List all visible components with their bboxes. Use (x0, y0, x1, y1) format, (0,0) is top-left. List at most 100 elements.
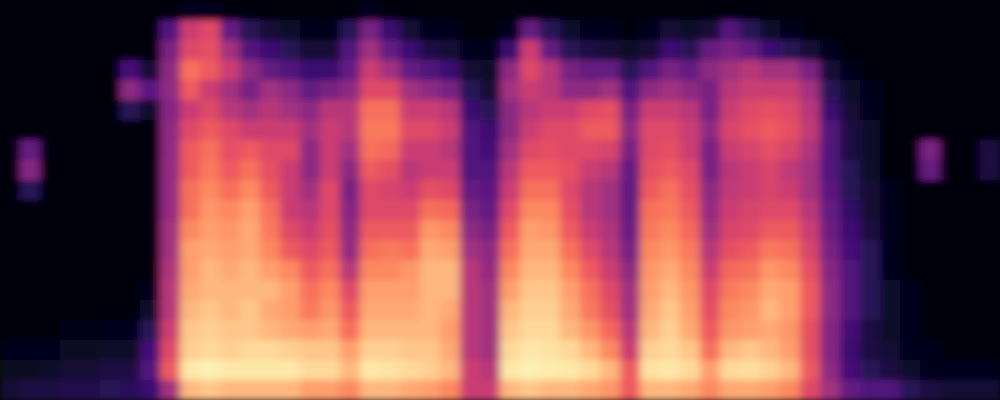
heatmap-cell (100, 40, 121, 61)
heatmap-cell (680, 220, 701, 241)
heatmap-cell (860, 40, 881, 61)
heatmap-cell (320, 200, 341, 221)
heatmap-cell (0, 220, 21, 241)
heatmap-cell (740, 60, 761, 81)
heatmap-cell (700, 280, 721, 301)
heatmap-cell (260, 340, 281, 361)
heatmap-cell (100, 200, 121, 221)
heatmap-cell (320, 380, 341, 400)
heatmap-cell (120, 20, 141, 41)
heatmap-cell (140, 380, 161, 400)
heatmap-cell (100, 380, 121, 400)
heatmap-cell (0, 100, 21, 121)
heatmap-cell (360, 80, 381, 101)
heatmap-cell (840, 340, 861, 361)
heatmap-cell (700, 320, 721, 341)
heatmap-cell (240, 180, 261, 201)
heatmap-cell (460, 80, 481, 101)
heatmap-cell (440, 140, 461, 161)
heatmap-cell (40, 200, 61, 221)
heatmap-cell (420, 300, 441, 321)
heatmap-cell (440, 320, 461, 341)
heatmap-cell (300, 40, 321, 61)
heatmap-cell (860, 140, 881, 161)
heatmap-cell (520, 80, 541, 101)
heatmap-cell (60, 180, 81, 201)
heatmap-cell (240, 260, 261, 281)
heatmap-cell (440, 180, 461, 201)
heatmap-cell (340, 160, 361, 181)
heatmap-cell (960, 0, 981, 21)
heatmap-cell (40, 280, 61, 301)
heatmap-cell (180, 320, 201, 341)
heatmap-cell (400, 260, 421, 281)
heatmap-cell (620, 80, 641, 101)
heatmap-cell (100, 60, 121, 81)
heatmap-cell (260, 380, 281, 400)
heatmap-cell (120, 300, 141, 321)
heatmap-cell (40, 320, 61, 341)
heatmap-cell (900, 260, 921, 281)
heatmap-cell (360, 380, 381, 400)
heatmap-cell (620, 300, 641, 321)
heatmap-cell (560, 120, 581, 141)
heatmap-cell (300, 300, 321, 321)
heatmap-cell (680, 380, 701, 400)
heatmap-cell (980, 100, 1000, 121)
heatmap-cell (800, 320, 821, 341)
heatmap-cell (560, 280, 581, 301)
heatmap-cell (740, 220, 761, 241)
heatmap-cell (400, 120, 421, 141)
heatmap-cell (0, 160, 21, 181)
heatmap-cell (0, 180, 21, 201)
heatmap-cell (980, 80, 1000, 101)
heatmap-cell (100, 240, 121, 261)
heatmap-cell (820, 20, 841, 41)
heatmap-cell (480, 20, 501, 41)
heatmap-cell (740, 340, 761, 361)
heatmap-cell (480, 340, 501, 361)
heatmap-cell (600, 0, 621, 21)
heatmap-cell (860, 300, 881, 321)
heatmap-cell (660, 140, 681, 161)
heatmap-cell (980, 340, 1000, 361)
heatmap-cell (360, 100, 381, 121)
heatmap-cell (600, 100, 621, 121)
heatmap-cell (480, 160, 501, 181)
heatmap-cell (680, 140, 701, 161)
heatmap-cell (360, 340, 381, 361)
heatmap-cell (320, 240, 341, 261)
heatmap-cell (260, 140, 281, 161)
heatmap-cell (80, 360, 101, 381)
heatmap-cell (600, 160, 621, 181)
heatmap-cell (900, 60, 921, 81)
heatmap-cell (540, 60, 561, 81)
heatmap-cell (80, 240, 101, 261)
heatmap-cell (260, 300, 281, 321)
heatmap-cell (960, 380, 981, 400)
heatmap-cell (900, 320, 921, 341)
heatmap-cell (280, 40, 301, 61)
heatmap-cell (340, 240, 361, 261)
heatmap-cell (500, 340, 521, 361)
heatmap-cell (340, 100, 361, 121)
heatmap-cell (60, 380, 81, 400)
heatmap-cell (500, 20, 521, 41)
heatmap-cell (80, 80, 101, 101)
heatmap-cell (200, 180, 221, 201)
heatmap-cell (320, 260, 341, 281)
heatmap-cell (800, 340, 821, 361)
heatmap-cell (120, 380, 141, 400)
heatmap-cell (660, 200, 681, 221)
heatmap-cell (480, 120, 501, 141)
spectrogram (0, 0, 1000, 400)
heatmap-cell (700, 340, 721, 361)
heatmap-cell (960, 180, 981, 201)
heatmap-cell (680, 200, 701, 221)
heatmap-cell (620, 120, 641, 141)
heatmap-cell (440, 220, 461, 241)
heatmap-cell (660, 320, 681, 341)
heatmap-cell (80, 140, 101, 161)
heatmap-cell (220, 220, 241, 241)
heatmap-cell (300, 380, 321, 400)
